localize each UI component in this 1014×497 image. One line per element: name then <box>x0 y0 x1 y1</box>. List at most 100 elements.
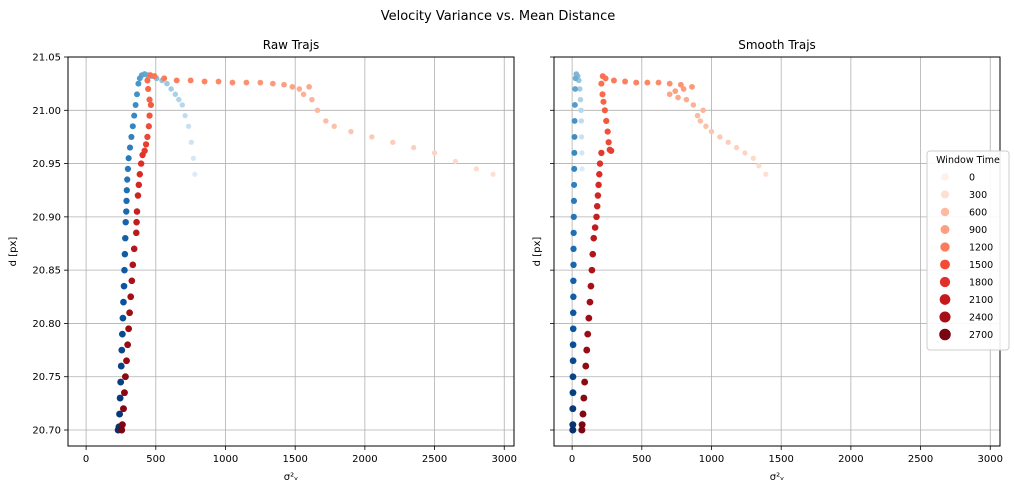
data-point <box>579 166 585 172</box>
data-point <box>121 250 129 258</box>
data-point <box>598 149 605 157</box>
legend-label: 1200 <box>969 243 993 254</box>
legend-entry: 0 <box>941 173 975 184</box>
data-point <box>588 266 596 274</box>
data-point <box>124 341 132 349</box>
grid <box>554 56 1000 446</box>
data-point <box>431 150 438 156</box>
data-point <box>390 139 396 145</box>
data-point <box>655 79 662 86</box>
data-point <box>666 91 673 98</box>
data-point <box>622 78 629 85</box>
data-point <box>118 421 126 429</box>
legend-label: 0 <box>969 173 975 184</box>
legend-label: 2400 <box>969 313 993 324</box>
scatter-points <box>569 71 769 434</box>
data-point <box>571 181 578 188</box>
data-point <box>136 75 143 82</box>
legend-marker <box>940 259 950 270</box>
data-point <box>690 102 697 108</box>
data-point <box>569 357 577 365</box>
data-point <box>607 147 615 154</box>
data-point <box>572 86 579 92</box>
data-point <box>587 282 595 290</box>
data-point <box>570 245 577 253</box>
data-point <box>604 128 611 135</box>
data-point <box>119 330 126 338</box>
data-point <box>130 245 138 253</box>
y-axis: 20.70 20.75 20.80 20.85 20.90 20.95 21.00 21.05 <box>32 53 68 437</box>
data-point <box>243 79 250 86</box>
data-point <box>717 134 723 140</box>
y-tick-label: 20.90 <box>32 212 61 223</box>
data-point <box>750 155 756 161</box>
data-point <box>122 234 129 242</box>
legend-entry: 1800 <box>939 276 993 289</box>
data-point <box>633 79 640 86</box>
subplot-raw: 0 500 1000 1500 2000 2500 300020.7020.7520.802… <box>8 38 517 483</box>
data-point <box>593 202 601 210</box>
data-point <box>123 187 130 194</box>
data-point <box>569 426 577 434</box>
data-point <box>129 123 136 130</box>
legend-entry: 1200 <box>940 242 993 254</box>
y-axis-label: d [px] <box>8 237 19 267</box>
data-point <box>585 314 593 322</box>
legend-box <box>926 150 1010 351</box>
x-tick-label: 1500 <box>282 454 307 465</box>
data-point <box>142 141 150 148</box>
data-point <box>610 77 617 84</box>
data-point <box>229 79 236 86</box>
data-point <box>569 341 577 349</box>
data-point <box>257 79 264 86</box>
y-tick-label: 20.95 <box>32 159 61 170</box>
data-point <box>133 229 140 237</box>
data-point <box>569 389 577 397</box>
legend-label: 1500 <box>969 260 993 271</box>
data-point <box>590 234 598 242</box>
legend-entry: 600 <box>940 208 987 219</box>
legend-entry: 900 <box>940 225 987 236</box>
x-axis-label: σ²ᵥ <box>770 472 785 483</box>
data-point <box>127 293 135 301</box>
y-tick-label: 20.70 <box>32 426 61 437</box>
x-tick-label: 3000 <box>978 454 1003 465</box>
data-point <box>666 80 673 87</box>
data-point <box>596 160 604 167</box>
y-tick-label: 20.85 <box>32 266 61 277</box>
data-point <box>120 405 127 413</box>
data-point <box>569 405 577 413</box>
data-point <box>116 410 124 418</box>
data-point <box>121 373 129 381</box>
x-tick-label: 0 <box>569 454 575 465</box>
data-point <box>144 77 151 84</box>
data-point <box>756 163 762 169</box>
data-point <box>581 378 589 386</box>
y-tick-label: 20.80 <box>32 319 61 330</box>
data-point <box>708 128 715 135</box>
data-point <box>579 150 585 156</box>
data-point <box>593 213 600 221</box>
data-point <box>694 112 701 119</box>
legend-label: 900 <box>969 225 987 236</box>
data-point <box>569 325 577 333</box>
data-point <box>179 102 185 108</box>
data-point <box>452 158 459 165</box>
data-point <box>763 171 769 177</box>
data-point <box>120 282 128 290</box>
data-point <box>570 261 577 269</box>
data-point <box>146 96 153 103</box>
data-point <box>603 117 610 125</box>
data-point <box>570 213 577 220</box>
y-tick-label: 21.00 <box>32 106 61 117</box>
data-point <box>172 91 179 98</box>
data-point <box>134 192 142 199</box>
data-point <box>599 73 606 80</box>
data-point <box>122 218 129 226</box>
data-point <box>569 373 577 381</box>
legend-marker <box>939 328 951 341</box>
x-tick-label: 1000 <box>213 454 238 465</box>
data-point <box>689 83 695 90</box>
legend-entry: 2400 <box>939 311 993 324</box>
data-point <box>490 171 496 177</box>
